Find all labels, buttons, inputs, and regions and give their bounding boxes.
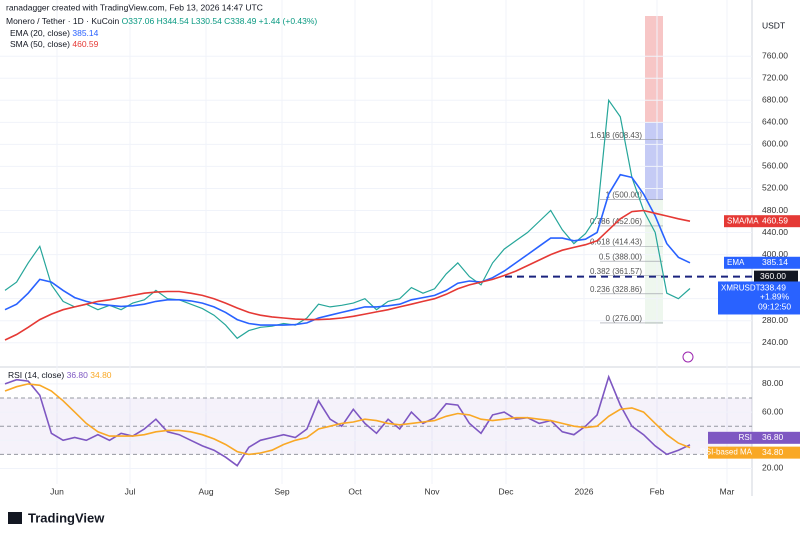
rsi-tag — [708, 446, 800, 459]
ema-legend: EMA (20, close) 385.14 — [10, 28, 99, 38]
quote: O337.06 H344.54 L330.54 C338.49 +1.44 (+… — [122, 16, 318, 26]
x-tick-label: Oct — [348, 486, 362, 496]
x-tick-label: Sep — [274, 486, 289, 496]
y-tick-label: 80.00 — [762, 378, 784, 388]
fib-label: 0.382 (361.57) — [590, 267, 642, 276]
indicator-tag-value: 385.14 — [762, 257, 788, 267]
fib-label: 0.5 (388.00) — [599, 252, 642, 261]
fib-label: 1 (500.00) — [606, 191, 643, 200]
fib-label: 0.236 (328.86) — [590, 285, 642, 294]
rsi-tag-value: 34.80 — [762, 447, 784, 457]
x-tick-label: Jun — [50, 486, 64, 496]
credit: ranadagger created with TradingView.com,… — [6, 2, 263, 12]
rsi-tag-value: 36.80 — [762, 432, 784, 442]
series-line — [4, 374, 691, 467]
y-tick-label: 240.00 — [762, 337, 788, 347]
y-tick-label: 720.00 — [762, 72, 788, 82]
y-tick-label: 400.00 — [762, 249, 788, 259]
price-tag-symbol: XMRUSDT — [721, 284, 761, 293]
y-tick-label: 600.00 — [762, 139, 788, 149]
x-tick-label: Dec — [498, 486, 514, 496]
level-tag-label: 360.00 — [760, 271, 786, 281]
x-tick-label: Feb — [650, 486, 665, 496]
series-line — [4, 173, 691, 326]
ema-value: 385.14 — [72, 28, 98, 38]
x-tick-label: Nov — [424, 486, 440, 496]
rsi-ma-value: 34.80 — [90, 370, 112, 380]
logo-mark — [8, 512, 22, 524]
sma-name: SMA (50, close) — [10, 39, 70, 49]
y-tick-label: 60.00 — [762, 406, 784, 416]
fib-label: 0 (276.00) — [606, 314, 643, 323]
series-line — [4, 209, 691, 341]
rsi-tag-name: RSI — [739, 433, 752, 442]
symbol-title: Monero / Tether · 1D · KuCoin — [6, 16, 119, 26]
symbol: Monero / Tether · 1D · KuCoin O337.06 H3… — [6, 16, 317, 26]
y-tick-label: 440.00 — [762, 227, 788, 237]
sma-value: 460.59 — [72, 39, 98, 49]
indicator-tag — [724, 256, 800, 269]
series-line — [4, 383, 691, 456]
y-tick-label: 280.00 — [762, 315, 788, 325]
x-tick-label: Jul — [125, 486, 136, 496]
level-tag — [754, 270, 798, 283]
rsi-tag-name: RSI-based MA — [700, 448, 753, 457]
x-tick-label: Mar — [720, 486, 735, 496]
indicator-tag-name: EMA — [727, 258, 745, 267]
y-tick-label: 640.00 — [762, 117, 788, 127]
indicator-tag-value: 460.59 — [762, 215, 788, 225]
stop-zone — [645, 16, 663, 122]
y-tick-label: 560.00 — [762, 161, 788, 171]
logo: TradingView — [8, 510, 105, 525]
price-tag — [718, 281, 800, 315]
fib-label: 1.618 (608.43) — [590, 131, 642, 140]
y-tick-label: 480.00 — [762, 205, 788, 215]
layer: Jun Jul Aug Sep Oct Nov Dec 2026 Feb Mar 240.00 280… — [0, 0, 800, 496]
indicator-tag-name: SMA/MA — [727, 216, 759, 225]
y-tick-label: 680.00 — [762, 95, 788, 105]
sma-legend: SMA (50, close) 460.59 — [10, 39, 99, 49]
rsi-tag — [708, 431, 800, 444]
ema-name: EMA (20, close) — [10, 28, 70, 38]
price-tag-value: 338.49 — [760, 283, 786, 293]
y-tick-label: 20.00 — [762, 463, 784, 473]
event-icon — [682, 351, 694, 363]
currency: USDT — [762, 20, 785, 30]
target-zone — [645, 122, 663, 200]
logo-text: TradingView — [28, 510, 105, 525]
indicator-tag — [724, 215, 800, 228]
y-tick-label: 520.00 — [762, 183, 788, 193]
rsi-title: RSI (14, close) — [8, 370, 64, 380]
series-line — [4, 98, 691, 340]
fib-label: 0.618 (414.43) — [590, 238, 642, 247]
x-tick-label: 2026 — [575, 486, 594, 496]
x-tick-label: Aug — [198, 486, 213, 496]
price-tag-change: +1.89% — [760, 292, 790, 302]
y-tick-label: 760.00 — [762, 50, 788, 60]
fib-label: 0.786 (452.06) — [590, 217, 642, 226]
price-tag-countdown: 09:12:50 — [758, 302, 791, 312]
rsi-value: 36.80 — [67, 370, 89, 380]
fib-zone — [645, 200, 663, 324]
rsi-legend: RSI (14, close) 36.80 34.80 — [8, 370, 112, 380]
